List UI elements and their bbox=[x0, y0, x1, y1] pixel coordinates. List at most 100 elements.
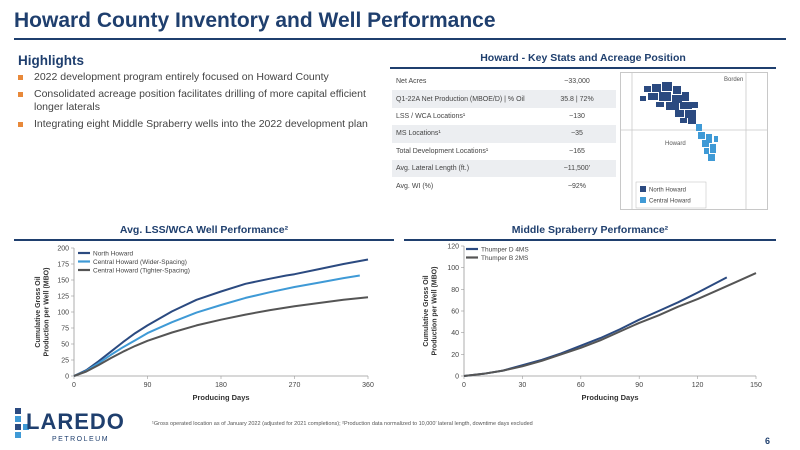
key-stats-divider bbox=[390, 67, 776, 69]
chart1-series-line-1 bbox=[73, 258, 369, 377]
page-title: Howard County Inventory and Well Perform… bbox=[14, 9, 496, 32]
stat-value: ~33,000 bbox=[564, 78, 590, 86]
map-legend-box bbox=[635, 181, 707, 209]
highlights-list: 2022 development program entirely focuse… bbox=[18, 71, 368, 135]
highlight-text: Consolidated acreage position facilitate… bbox=[34, 88, 366, 113]
stat-label: LSS / WCA Locations¹ bbox=[396, 112, 466, 120]
stat-value: ~35 bbox=[538, 125, 616, 143]
table-row: LSS / WCA Locations¹ ~130 bbox=[392, 108, 616, 125]
chart1-y-tick-label: 0 bbox=[65, 374, 69, 381]
bullet-square-icon bbox=[18, 75, 23, 80]
chart2-y-tick-label: 40 bbox=[451, 330, 459, 337]
chart2-x-axis-label: Producing Days bbox=[581, 393, 638, 402]
chart1-y-tick-label: 100 bbox=[57, 310, 69, 317]
chart1-y-tick-label: 150 bbox=[57, 278, 69, 285]
central-howard-swatch bbox=[640, 197, 646, 203]
chart1-lss-wca-performance: 0 90 180 270 360 0 25 50 75 100 125 150 175 200 Produc… bbox=[35, 246, 374, 403]
acreage-map: Borden Howard North Howard Central Howar… bbox=[620, 72, 768, 210]
table-row: MS Locations¹ ~35 bbox=[392, 125, 616, 143]
chart1-title: Avg. LSS/WCA Well Performance² bbox=[119, 224, 289, 236]
chart2-y-axis-label-line: Production per Well (MBO) bbox=[432, 267, 439, 356]
chart2-y-axis-label-line: Cumulative Gross Oil bbox=[423, 275, 430, 346]
chart1-x-tick-label: 90 bbox=[144, 382, 152, 389]
chart2-x-tick-label: 150 bbox=[750, 382, 762, 389]
central-howard-acreage bbox=[696, 124, 718, 161]
map-legend-north: North Howard bbox=[649, 188, 686, 194]
table-row: Avg. WI (%) ~92% bbox=[392, 177, 616, 194]
chart1-y-tick-label: 200 bbox=[57, 246, 69, 253]
table-row: Q1-22A Net Production (MBOE/D) | % Oil 35… bbox=[392, 90, 616, 108]
chart2-x-tick-label: 60 bbox=[577, 382, 585, 389]
chart2-legend-label: Thumper B 2MS bbox=[481, 255, 529, 262]
stat-label: MS Locations¹ bbox=[392, 125, 538, 143]
stat-value: 35.8 | 72% bbox=[538, 90, 616, 108]
title-divider bbox=[14, 38, 786, 40]
chart2-y-tick-label: 80 bbox=[451, 287, 459, 294]
logo-wordmark: LAREDO bbox=[26, 409, 125, 434]
bullet-square-icon bbox=[18, 92, 23, 97]
highlight-item: Consolidated acreage position facilitate… bbox=[18, 88, 368, 114]
highlights-heading: Highlights bbox=[18, 53, 84, 68]
chart2-x-tick-label: 90 bbox=[635, 382, 643, 389]
highlight-item: Integrating eight Middle Spraberry wells… bbox=[18, 118, 368, 131]
chart2-y-tick-label: 60 bbox=[451, 309, 459, 316]
chart1-x-tick-label: 0 bbox=[72, 382, 76, 389]
chart2-middle-spraberry-performance: 0 30 60 90 120 150 0 20 40 60 80 100 120 Producing Da… bbox=[423, 244, 762, 403]
chart1-y-tick-label: 175 bbox=[57, 262, 69, 269]
stat-label: Avg. WI (%) bbox=[396, 182, 434, 190]
stat-label: Total Development Locations¹ bbox=[396, 147, 489, 155]
highlight-item: 2022 development program entirely focuse… bbox=[18, 71, 368, 84]
chart2-x-tick-label: 0 bbox=[462, 382, 466, 389]
chart1-y-tick-label: 75 bbox=[61, 326, 69, 333]
acreage-map-graphic: Borden Howard North Howard Central Howar… bbox=[620, 72, 768, 210]
chart1-x-axis-label: Producing Days bbox=[192, 393, 249, 402]
chart1-series-line-2 bbox=[73, 274, 360, 377]
chart1-series-line-3 bbox=[73, 296, 369, 377]
table-row: Avg. Lateral Length (ft.) ~11,500’ bbox=[392, 159, 616, 178]
chart2-series-line-1 bbox=[463, 276, 728, 377]
chart1-legend-label: Central Howard (Wider-Spacing) bbox=[93, 259, 187, 266]
chart1-legend-label: North Howard bbox=[93, 250, 133, 257]
chart2-x-tick-label: 30 bbox=[519, 382, 527, 389]
chart2-title: Middle Spraberry Performance² bbox=[511, 224, 669, 236]
stat-label: Net Acres bbox=[396, 78, 427, 86]
bullet-square-icon bbox=[18, 122, 23, 127]
table-row: Total Development Locations¹ ~165 bbox=[392, 143, 616, 160]
chart1-legend-label: Central Howard (Tighter-Spacing) bbox=[93, 267, 190, 274]
chart2-y-tick-label: 100 bbox=[447, 265, 459, 272]
logo-mark-icon bbox=[15, 408, 21, 414]
howard-label: Howard bbox=[665, 141, 686, 147]
chart2-x-tick-label: 120 bbox=[692, 382, 704, 389]
chart1-y-axis-label-line: Cumulative Gross Oil bbox=[35, 276, 42, 347]
footnote: ¹Gross operated location as of January 2… bbox=[152, 421, 533, 427]
stat-label: Avg. Lateral Length (ft.) bbox=[392, 159, 538, 178]
stat-value: ~11,500’ bbox=[538, 159, 616, 178]
chart2-legend-label: Thumper D 4MS bbox=[481, 246, 529, 253]
chart1-x-tick-label: 270 bbox=[289, 382, 301, 389]
north-howard-swatch bbox=[640, 186, 646, 192]
key-stats-table: Net Acres ~33,000 Q1-22A Net Production (… bbox=[392, 73, 616, 195]
chart1-x-tick-label: 360 bbox=[362, 382, 374, 389]
chart1-y-axis-label: Cumulative Gross Oil Production per Well … bbox=[35, 268, 51, 357]
table-row: Net Acres ~33,000 bbox=[392, 73, 616, 90]
chart1-x-tick-label: 180 bbox=[215, 382, 227, 389]
stat-value: ~165 bbox=[569, 147, 585, 155]
key-stats-heading: Howard - Key Stats and Acreage Position bbox=[480, 52, 686, 64]
chart2-y-tick-label: 0 bbox=[455, 374, 459, 381]
logo-subword: PETROLEUM bbox=[52, 436, 109, 443]
highlight-text: 2022 development program entirely focuse… bbox=[34, 71, 329, 83]
map-legend-central: Central Howard bbox=[649, 199, 691, 205]
chart1-y-tick-label: 50 bbox=[61, 342, 69, 349]
chart2-y-tick-label: 20 bbox=[451, 352, 459, 359]
chart1-divider bbox=[14, 239, 394, 241]
borden-label: Borden bbox=[724, 77, 743, 83]
chart2-divider bbox=[404, 239, 776, 241]
laredo-logo: LAREDO PETROLEUM bbox=[15, 408, 125, 443]
stat-value: ~130 bbox=[569, 112, 585, 120]
chart1-y-tick-label: 25 bbox=[61, 358, 69, 365]
chart1-y-tick-label: 125 bbox=[57, 294, 69, 301]
highlight-text: Integrating eight Middle Spraberry wells… bbox=[34, 118, 368, 130]
stat-label: Q1-22A Net Production (MBOE/D) | % Oil bbox=[392, 90, 538, 108]
chart2-y-tick-label: 120 bbox=[447, 244, 459, 251]
chart2-y-axis-label: Cumulative Gross Oil Production per Well … bbox=[423, 267, 439, 356]
